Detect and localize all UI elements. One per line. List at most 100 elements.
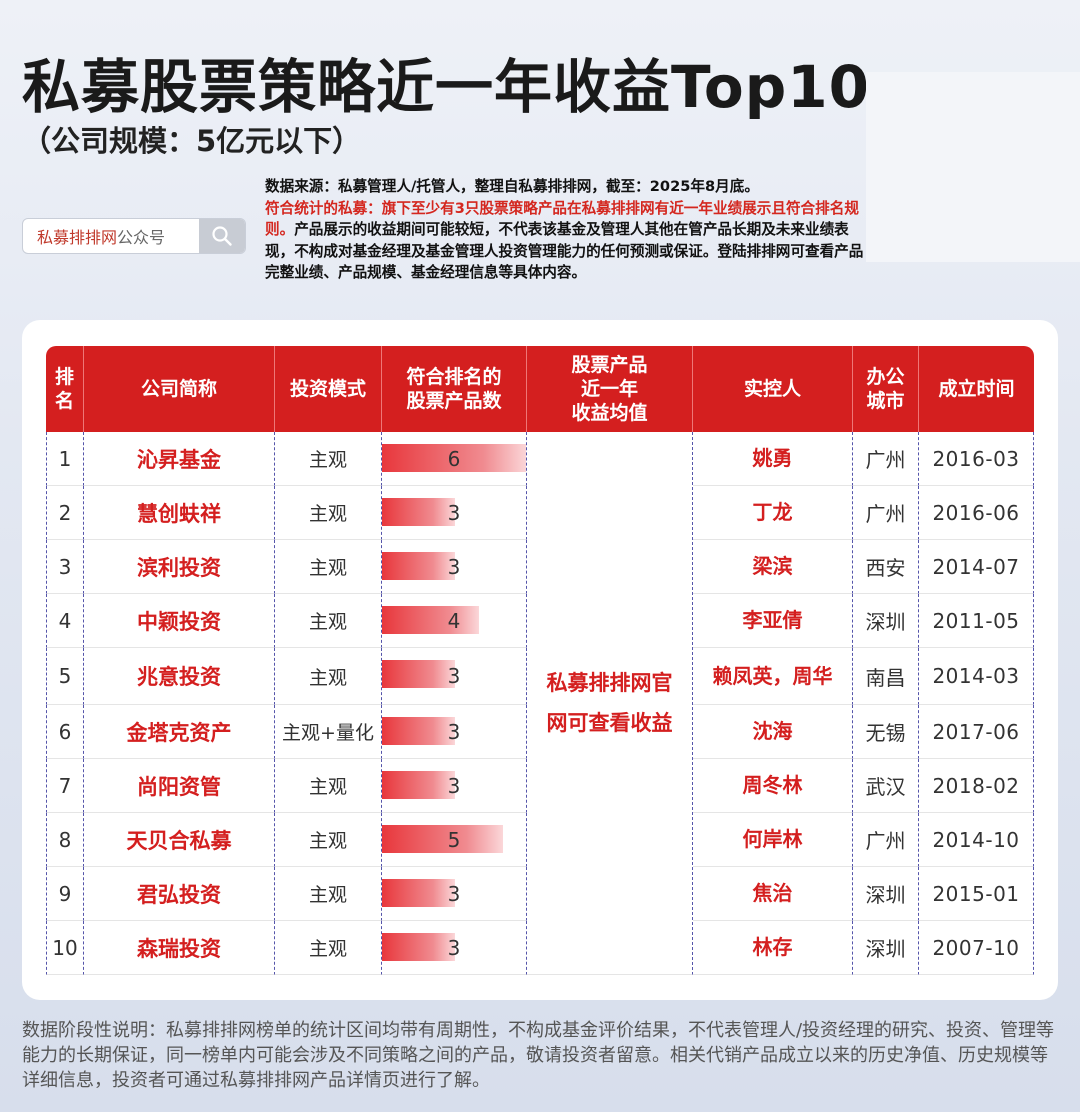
cell-rank: 3 [46, 540, 84, 594]
product-count-bar [382, 717, 455, 745]
search-icon [212, 226, 232, 246]
product-count-bar [382, 771, 455, 799]
table-row: 1 沁昇基金 主观 6 私募排排网官 网可查看收益 姚勇 广州 2016-03 [46, 432, 1034, 975]
header-founded: 成立时间 [919, 346, 1034, 432]
cell-product-count: 3 [382, 540, 527, 594]
cell-company: 滨利投资 [84, 540, 275, 594]
cell-founded: 2016-06 [919, 486, 1034, 540]
source-disclaimer: 产品展示的收益期间可能较短，不代表该基金及管理人其他在管产品长期及未来业绩表现，… [265, 221, 864, 281]
product-count-bar [382, 933, 455, 961]
cell-founded: 2014-03 [919, 648, 1034, 705]
cell-city: 广州 [853, 486, 919, 540]
cell-company: 金塔克资产 [84, 705, 275, 759]
cell-city: 广州 [853, 432, 919, 486]
source-line: 数据来源：私募管理人/托管人，整理自私募排排网，截至：2025年8月底。 [265, 178, 759, 195]
cell-product-count: 5 [382, 813, 527, 867]
table-row: 7 尚阳资管 主观 3 周冬林 武汉 2018-02 [46, 759, 1034, 813]
cell-founded: 2017-06 [919, 705, 1034, 759]
product-count-bar [382, 825, 503, 853]
cell-controller: 丁龙 [693, 486, 853, 540]
product-count-value: 5 [447, 827, 461, 852]
cell-rank: 10 [46, 921, 84, 975]
product-count-bar [382, 552, 455, 580]
cell-mode: 主观 [275, 759, 382, 813]
product-count-bar [382, 444, 526, 472]
product-count-value: 6 [447, 446, 461, 471]
cell-company: 兆意投资 [84, 648, 275, 705]
page-subtitle: （公司规模：5亿元以下） [22, 124, 362, 158]
cell-city: 无锡 [853, 705, 919, 759]
product-count-bar [382, 879, 455, 907]
cell-mode: 主观+量化 [275, 705, 382, 759]
search-button[interactable] [199, 219, 245, 253]
avg-return-note: 私募排排网官 网可查看收益 [527, 663, 692, 743]
product-count-value: 3 [447, 554, 461, 579]
cell-controller: 林存 [693, 921, 853, 975]
cell-product-count: 3 [382, 759, 527, 813]
table-card [22, 320, 1058, 1000]
cell-city: 广州 [853, 813, 919, 867]
cell-founded: 2018-02 [919, 759, 1034, 813]
cell-rank: 5 [46, 648, 84, 705]
cell-mode: 主观 [275, 648, 382, 705]
cell-product-count: 3 [382, 921, 527, 975]
cell-company: 森瑞投资 [84, 921, 275, 975]
cell-company: 天贝合私募 [84, 813, 275, 867]
source-criteria: 符合统计的私募：旗下至少有3只股票策略产品在私募排排网有近一年业绩展示且符合排名… [265, 199, 859, 239]
header-city: 办公 城市 [853, 346, 919, 432]
product-count-bar [382, 660, 455, 688]
cell-rank: 2 [46, 486, 84, 540]
header-avg-return: 股票产品 近一年 收益均值 [527, 346, 693, 432]
cell-product-count: 3 [382, 486, 527, 540]
cell-city: 武汉 [853, 759, 919, 813]
product-count-value: 3 [447, 719, 461, 744]
cell-mode: 主观 [275, 486, 382, 540]
cell-controller: 李亚倩 [693, 594, 853, 648]
table-row: 6 金塔克资产 主观+量化 3 沈海 无锡 2017-06 [46, 705, 1034, 759]
cell-product-count: 3 [382, 867, 527, 921]
cell-company: 中颖投资 [84, 594, 275, 648]
page-title: 私募股票策略近一年收益Top10 [22, 53, 870, 121]
cell-founded: 2011-05 [919, 594, 1034, 648]
header-company: 公司简称 [84, 346, 275, 432]
table-row: 5 兆意投资 主观 3 赖凤英，周华 南昌 2014-03 [46, 648, 1034, 705]
cell-founded: 2014-10 [919, 813, 1034, 867]
ranking-table: 排名 公司简称 投资模式 符合排名的 股票产品数 股票产品 近一年 收益均值 实控人 … [46, 346, 1034, 975]
table-row: 3 滨利投资 主观 3 梁滨 西安 2014-07 [46, 540, 1034, 594]
cell-rank: 8 [46, 813, 84, 867]
product-count-bar [382, 498, 455, 526]
table-header-row: 排名 公司简称 投资模式 符合排名的 股票产品数 股票产品 近一年 收益均值 实控人 … [46, 346, 1034, 432]
cell-founded: 2014-07 [919, 540, 1034, 594]
cell-controller: 梁滨 [693, 540, 853, 594]
header-rank: 排名 [46, 346, 84, 432]
cell-mode: 主观 [275, 594, 382, 648]
data-source-note: 数据来源：私募管理人/托管人，整理自私募排排网，截至：2025年8月底。 符合统… [265, 176, 865, 284]
table-row: 2 慧创蚨祥 主观 3 丁龙 广州 2016-06 [46, 486, 1034, 540]
footnote-disclaimer: 数据阶段性说明：私募排排网榜单的统计区间均带有周期性，不构成基金评价结果，不代表… [22, 1020, 1055, 1091]
search-box[interactable]: 私募排排网公众号 [22, 218, 246, 254]
cell-rank: 6 [46, 705, 84, 759]
header-mode: 投资模式 [275, 346, 382, 432]
cell-product-count: 3 [382, 648, 527, 705]
product-count-value: 3 [447, 935, 461, 960]
cell-product-count: 4 [382, 594, 527, 648]
cell-product-count: 6 [382, 432, 527, 486]
cell-mode: 主观 [275, 540, 382, 594]
avg-return-note-line: 网可查看收益 [546, 711, 673, 735]
cell-controller: 姚勇 [693, 432, 853, 486]
header-product-count: 符合排名的 股票产品数 [382, 346, 527, 432]
cell-rank: 1 [46, 432, 84, 486]
cell-mode: 主观 [275, 813, 382, 867]
cell-founded: 2016-03 [919, 432, 1034, 486]
cell-founded: 2015-01 [919, 867, 1034, 921]
cell-controller: 焦治 [693, 867, 853, 921]
cell-mode: 主观 [275, 432, 382, 486]
search-placeholder[interactable]: 私募排排网公众号 [23, 224, 199, 248]
cell-rank: 4 [46, 594, 84, 648]
avg-return-note-line: 私募排排网官 [546, 671, 673, 695]
product-count-value: 3 [447, 881, 461, 906]
cell-company: 慧创蚨祥 [84, 486, 275, 540]
cell-mode: 主观 [275, 867, 382, 921]
product-count-value: 3 [447, 664, 461, 688]
cell-city: 南昌 [853, 648, 919, 705]
